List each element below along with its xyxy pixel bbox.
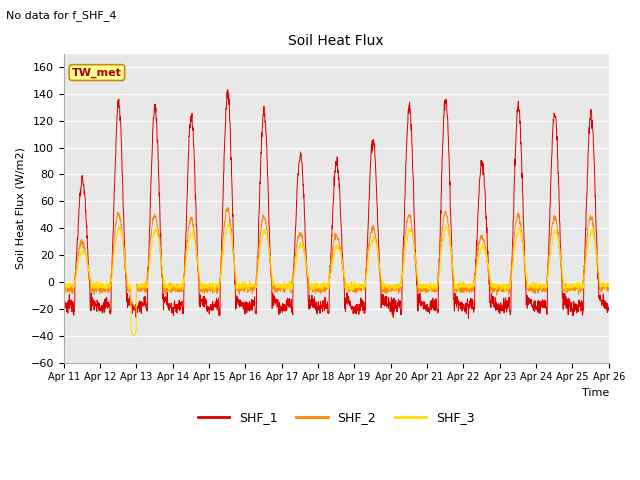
SHF_3 <box>212 281 220 287</box>
SHF_3 <box>353 281 360 287</box>
SHF_1 <box>364 227 372 233</box>
SHF_2 <box>364 246 372 252</box>
X-axis label: Time: Time <box>582 388 609 398</box>
SHF_3 <box>557 259 565 265</box>
SHF_3 <box>605 282 612 288</box>
SHF_1 <box>495 306 503 312</box>
SHF_3 <box>60 287 68 292</box>
SHF_3 <box>225 221 232 227</box>
SHF_3 <box>130 333 138 338</box>
SHF_3 <box>364 260 372 265</box>
SHF_2 <box>223 204 231 210</box>
SHF_1 <box>605 308 612 313</box>
SHF_1 <box>224 87 232 93</box>
SHF_1 <box>465 315 472 321</box>
SHF_1 <box>557 253 565 259</box>
SHF_3 <box>495 282 503 288</box>
Y-axis label: Soil Heat Flux (W/m2): Soil Heat Flux (W/m2) <box>15 147 25 269</box>
Line: SHF_1: SHF_1 <box>64 90 609 318</box>
SHF_2 <box>353 284 360 289</box>
SHF_2 <box>132 306 140 312</box>
SHF_1 <box>60 307 68 312</box>
Title: Soil Heat Flux: Soil Heat Flux <box>289 34 384 48</box>
Text: TW_met: TW_met <box>72 68 122 78</box>
Text: No data for f_SHF_4: No data for f_SHF_4 <box>6 10 117 21</box>
SHF_2 <box>495 288 503 293</box>
SHF_2 <box>572 286 580 291</box>
SHF_2 <box>557 264 565 269</box>
SHF_1 <box>572 307 580 312</box>
Line: SHF_3: SHF_3 <box>64 224 609 336</box>
SHF_2 <box>60 288 68 294</box>
SHF_2 <box>212 285 220 290</box>
SHF_1 <box>212 304 220 310</box>
Line: SHF_2: SHF_2 <box>64 207 609 309</box>
SHF_3 <box>572 284 580 289</box>
Legend: SHF_1, SHF_2, SHF_3: SHF_1, SHF_2, SHF_3 <box>193 406 480 429</box>
SHF_1 <box>352 311 360 317</box>
SHF_2 <box>605 287 612 293</box>
